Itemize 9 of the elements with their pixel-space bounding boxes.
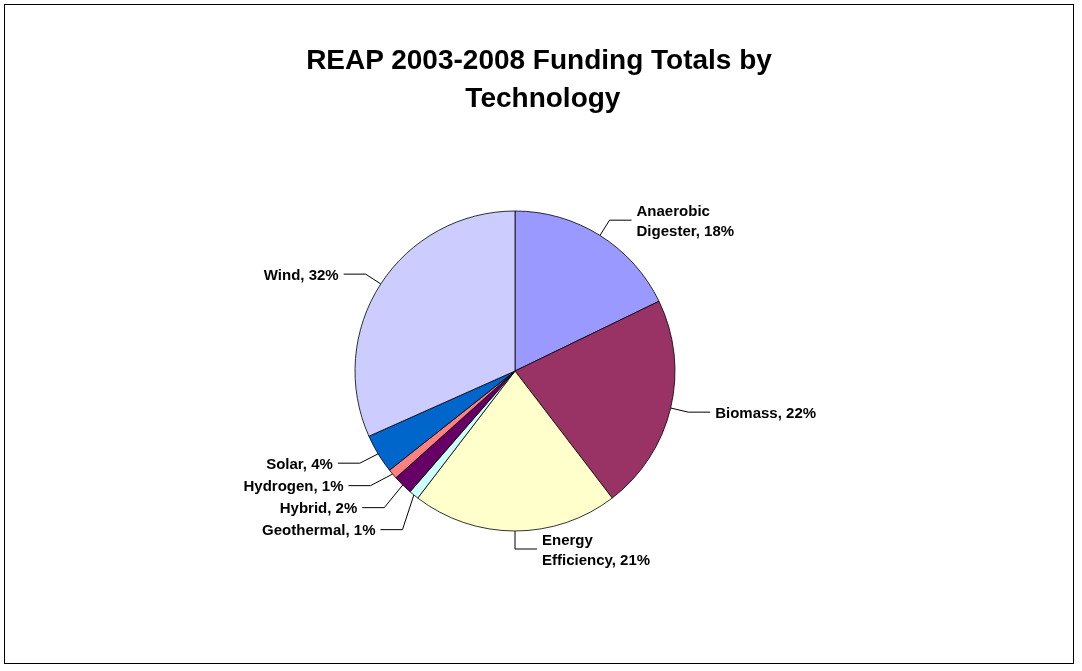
chart-title: REAP 2003-2008 Funding Totals by Technology: [306, 43, 773, 113]
slice-label: Solar, 4%: [266, 454, 333, 472]
slice-label: Geothermal, 1%: [262, 521, 376, 539]
slice-label: Hydrogen, 1%: [243, 477, 344, 495]
slice-label: Hybrid, 2%: [279, 499, 358, 517]
slice-label: Wind, 32%: [263, 265, 339, 283]
slice-label: Biomass, 22%: [715, 403, 817, 421]
slice-label: Energy Efficiency, 21%: [542, 530, 651, 568]
slice-label: Anaerobic Digester, 18%: [636, 201, 735, 239]
